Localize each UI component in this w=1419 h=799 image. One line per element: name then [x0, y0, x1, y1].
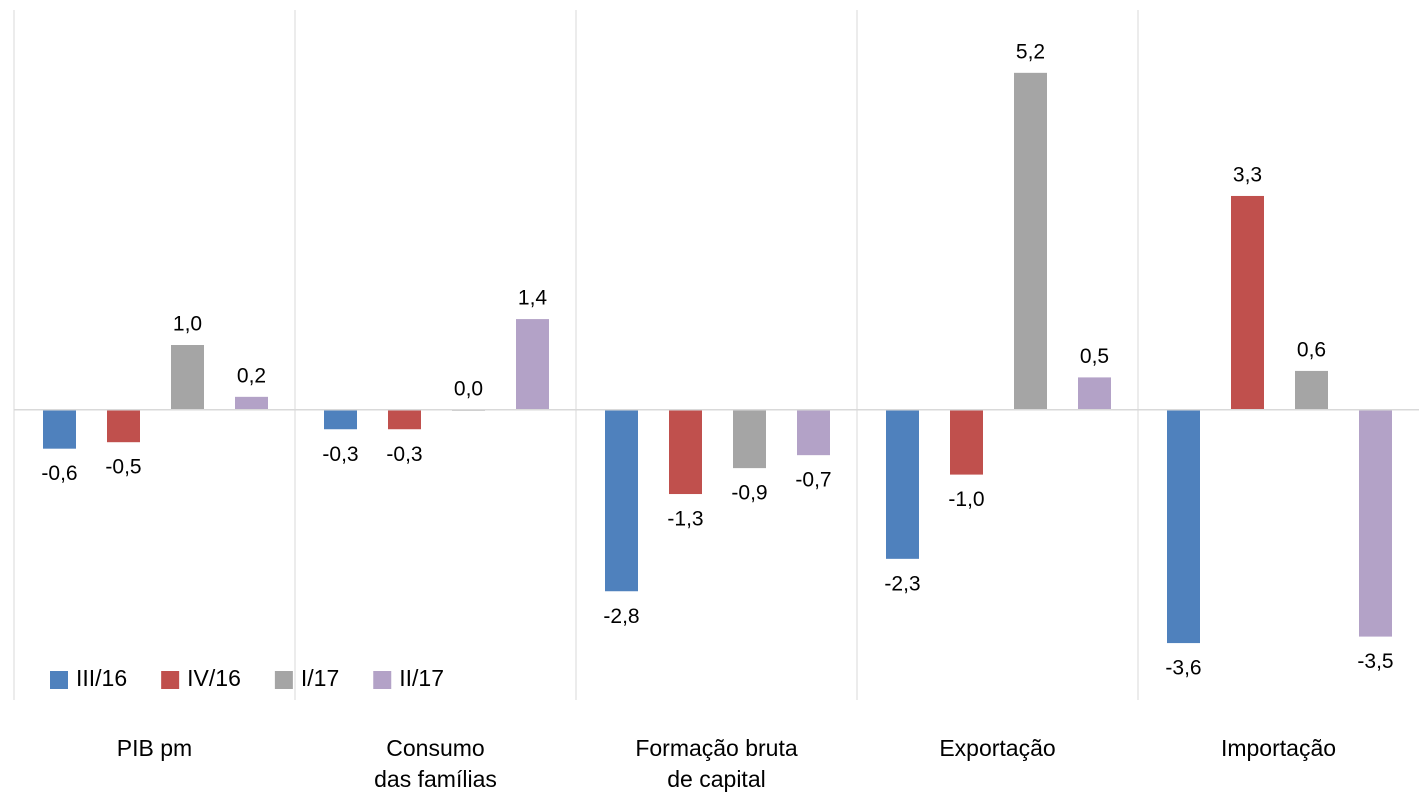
bar [516, 319, 549, 410]
x-tick-label: Importação [1221, 735, 1336, 761]
data-label: -0,9 [731, 482, 767, 505]
data-label: 0,5 [1080, 345, 1109, 368]
x-tick-label: Exportação [939, 735, 1055, 761]
bar [388, 409, 421, 430]
legend-label: III/16 [76, 665, 127, 691]
x-tick-label: Formação bruta de capital [635, 735, 798, 792]
data-label: -3,5 [1357, 650, 1393, 673]
bar [235, 396, 268, 410]
data-label: 1,4 [518, 287, 548, 310]
legend-swatch [373, 671, 392, 689]
data-label: 0,2 [237, 364, 266, 387]
data-label: -2,3 [884, 572, 920, 595]
data-label: 3,3 [1233, 164, 1262, 187]
x-tick-label: PIB pm [117, 735, 192, 761]
data-label: -0,3 [322, 443, 358, 466]
legend-swatch [50, 671, 68, 689]
bar [950, 409, 983, 475]
bar [797, 409, 830, 456]
data-label: -0,6 [41, 462, 77, 485]
data-label: -0,3 [386, 443, 422, 466]
bar [669, 409, 702, 495]
data-label: 0,0 [454, 377, 483, 400]
data-label: -0,7 [795, 469, 831, 492]
data-label: 5,2 [1016, 40, 1045, 63]
data-label: -3,6 [1165, 657, 1201, 680]
data-label: -1,0 [948, 488, 984, 511]
data-label: 0,6 [1297, 338, 1326, 361]
legend-label: IV/16 [187, 665, 241, 691]
bar [43, 409, 76, 449]
bar [733, 409, 766, 469]
data-label: -2,8 [603, 605, 639, 628]
data-label: -0,5 [105, 456, 141, 479]
data-label: -1,3 [667, 508, 703, 531]
bar [171, 345, 204, 410]
x-tick-label: Consumo das famílias [374, 735, 497, 792]
legend-label: I/17 [301, 665, 339, 691]
bar [107, 409, 140, 443]
data-label: 1,0 [173, 313, 202, 336]
legend-label: II/17 [399, 665, 444, 691]
bar [1078, 377, 1111, 410]
bar [1014, 72, 1047, 410]
legend-swatch [161, 671, 180, 689]
bar [605, 409, 638, 592]
legend-swatch [274, 671, 293, 689]
bar [1231, 195, 1264, 410]
bar [324, 409, 357, 430]
bar [886, 409, 919, 559]
bar [1167, 409, 1200, 644]
bar [1295, 370, 1328, 410]
bar [1359, 409, 1392, 637]
